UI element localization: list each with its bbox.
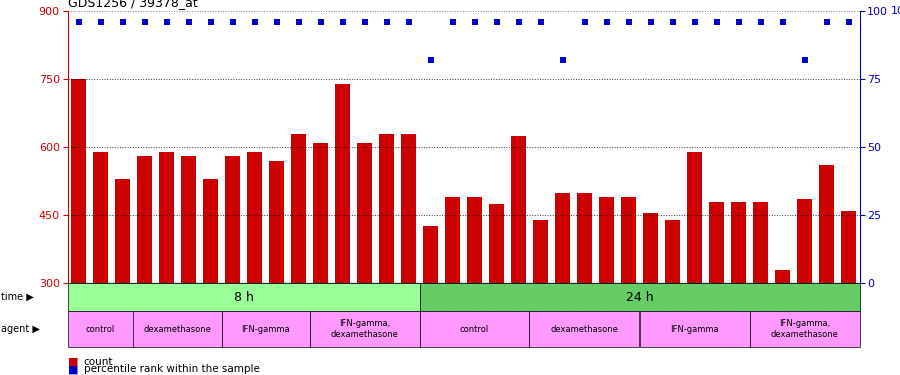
Bar	[819, 165, 834, 283]
Text: agent ▶: agent ▶	[1, 324, 40, 334]
Bar	[577, 192, 592, 283]
Bar	[841, 211, 856, 283]
Text: ■: ■	[68, 364, 78, 374]
Bar	[202, 179, 218, 283]
Text: count: count	[84, 357, 113, 367]
Text: ■: ■	[68, 357, 78, 367]
Bar	[709, 201, 725, 283]
Bar	[158, 152, 175, 283]
Bar	[621, 197, 636, 283]
Text: 8 h: 8 h	[234, 291, 254, 304]
Bar	[796, 199, 812, 283]
Bar	[445, 197, 460, 283]
Bar	[533, 220, 548, 283]
Bar	[137, 156, 152, 283]
Bar	[665, 220, 680, 283]
Bar	[115, 179, 130, 283]
Bar	[181, 156, 196, 283]
Text: time ▶: time ▶	[1, 292, 33, 302]
Bar	[225, 156, 240, 283]
Bar	[71, 79, 86, 283]
Bar	[598, 197, 614, 283]
Bar	[247, 152, 262, 283]
Bar	[775, 270, 790, 283]
Y-axis label: 100%: 100%	[891, 6, 900, 16]
Bar	[313, 142, 328, 283]
Bar	[356, 142, 373, 283]
Text: GDS1256 / 39378_at: GDS1256 / 39378_at	[68, 0, 197, 9]
Text: IFN-gamma: IFN-gamma	[241, 324, 290, 334]
Bar	[379, 134, 394, 283]
Text: percentile rank within the sample: percentile rank within the sample	[84, 364, 259, 374]
Text: dexamethasone: dexamethasone	[551, 324, 618, 334]
Bar	[489, 204, 504, 283]
Bar	[93, 152, 108, 283]
Bar	[554, 192, 571, 283]
Text: IFN-gamma,
dexamethasone: IFN-gamma, dexamethasone	[770, 320, 839, 339]
Text: control: control	[86, 324, 115, 334]
Bar	[423, 226, 438, 283]
Bar	[400, 134, 416, 283]
Text: control: control	[460, 324, 489, 334]
Text: IFN-gamma,
dexamethasone: IFN-gamma, dexamethasone	[330, 320, 399, 339]
Text: IFN-gamma: IFN-gamma	[670, 324, 719, 334]
Bar	[752, 201, 769, 283]
Bar	[643, 213, 658, 283]
Bar	[335, 84, 350, 283]
Text: dexamethasone: dexamethasone	[144, 324, 212, 334]
Bar	[467, 197, 482, 283]
Bar	[291, 134, 306, 283]
Bar	[687, 152, 702, 283]
Bar	[269, 161, 284, 283]
Text: 24 h: 24 h	[626, 291, 653, 304]
Bar	[511, 136, 526, 283]
Bar	[731, 201, 746, 283]
